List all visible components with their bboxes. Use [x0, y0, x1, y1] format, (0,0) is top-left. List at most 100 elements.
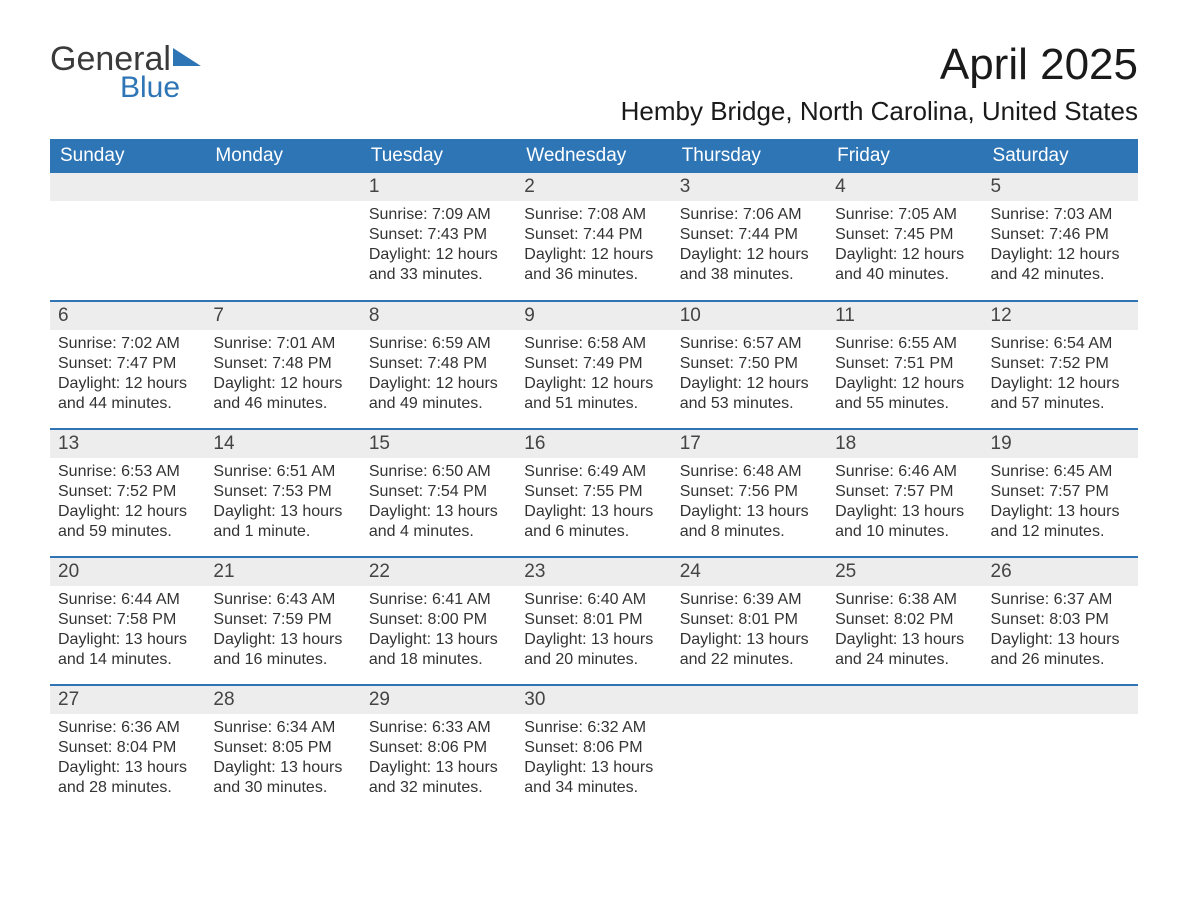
weekday-header: Tuesday: [361, 139, 516, 173]
day-number: 30: [516, 686, 671, 714]
daylight-text: Daylight: 13 hours: [991, 630, 1130, 650]
sunset-text: Sunset: 8:03 PM: [991, 610, 1130, 630]
sunrise-text: Sunrise: 6:43 AM: [213, 590, 352, 610]
day-details: Sunrise: 6:50 AMSunset: 7:54 PMDaylight:…: [361, 458, 516, 550]
day-number: 2: [516, 173, 671, 201]
calendar-week-row: 6Sunrise: 7:02 AMSunset: 7:47 PMDaylight…: [50, 301, 1138, 429]
sunrise-text: Sunrise: 6:37 AM: [991, 590, 1130, 610]
day-number-bar: [50, 173, 205, 201]
calendar-day-cell: 4Sunrise: 7:05 AMSunset: 7:45 PMDaylight…: [827, 173, 982, 301]
calendar-day-cell: 29Sunrise: 6:33 AMSunset: 8:06 PMDayligh…: [361, 685, 516, 813]
day-number: 10: [672, 302, 827, 330]
sunrise-text: Sunrise: 6:53 AM: [58, 462, 197, 482]
logo-text-blue: Blue: [120, 71, 201, 105]
sunset-text: Sunset: 7:56 PM: [680, 482, 819, 502]
calendar-week-row: 13Sunrise: 6:53 AMSunset: 7:52 PMDayligh…: [50, 429, 1138, 557]
sunrise-text: Sunrise: 7:09 AM: [369, 205, 508, 225]
daylight-text: Daylight: 12 hours: [835, 374, 974, 394]
sunset-text: Sunset: 7:52 PM: [991, 354, 1130, 374]
daylight-text: and 16 minutes.: [213, 650, 352, 670]
weekday-header: Friday: [827, 139, 982, 173]
daylight-text: and 33 minutes.: [369, 265, 508, 285]
calendar-day-cell: 12Sunrise: 6:54 AMSunset: 7:52 PMDayligh…: [983, 301, 1138, 429]
daylight-text: and 30 minutes.: [213, 778, 352, 798]
day-number: 8: [361, 302, 516, 330]
sunrise-text: Sunrise: 7:08 AM: [524, 205, 663, 225]
day-number: 9: [516, 302, 671, 330]
calendar-week-row: 1Sunrise: 7:09 AMSunset: 7:43 PMDaylight…: [50, 173, 1138, 301]
daylight-text: and 46 minutes.: [213, 394, 352, 414]
day-number: 14: [205, 430, 360, 458]
day-number-bar: [205, 173, 360, 201]
title-block: April 2025 Hemby Bridge, North Carolina,…: [621, 40, 1138, 127]
day-details: Sunrise: 6:49 AMSunset: 7:55 PMDaylight:…: [516, 458, 671, 550]
day-details: Sunrise: 6:46 AMSunset: 7:57 PMDaylight:…: [827, 458, 982, 550]
daylight-text: Daylight: 12 hours: [680, 245, 819, 265]
day-details: Sunrise: 6:37 AMSunset: 8:03 PMDaylight:…: [983, 586, 1138, 678]
sunrise-text: Sunrise: 6:44 AM: [58, 590, 197, 610]
sunrise-text: Sunrise: 7:01 AM: [213, 334, 352, 354]
sunset-text: Sunset: 7:48 PM: [213, 354, 352, 374]
calendar-day-cell: 1Sunrise: 7:09 AMSunset: 7:43 PMDaylight…: [361, 173, 516, 301]
sunset-text: Sunset: 7:57 PM: [835, 482, 974, 502]
sunrise-text: Sunrise: 6:57 AM: [680, 334, 819, 354]
daylight-text: and 59 minutes.: [58, 522, 197, 542]
calendar-day-cell: 16Sunrise: 6:49 AMSunset: 7:55 PMDayligh…: [516, 429, 671, 557]
sunset-text: Sunset: 7:51 PM: [835, 354, 974, 374]
sunrise-text: Sunrise: 7:02 AM: [58, 334, 197, 354]
month-title: April 2025: [621, 40, 1138, 90]
header: General Blue April 2025 Hemby Bridge, No…: [50, 40, 1138, 127]
day-number: 26: [983, 558, 1138, 586]
calendar-day-cell: 19Sunrise: 6:45 AMSunset: 7:57 PMDayligh…: [983, 429, 1138, 557]
sunset-text: Sunset: 8:02 PM: [835, 610, 974, 630]
calendar-day-cell: 14Sunrise: 6:51 AMSunset: 7:53 PMDayligh…: [205, 429, 360, 557]
sunset-text: Sunset: 7:45 PM: [835, 225, 974, 245]
daylight-text: Daylight: 13 hours: [680, 630, 819, 650]
day-details: Sunrise: 6:36 AMSunset: 8:04 PMDaylight:…: [50, 714, 205, 806]
sunrise-text: Sunrise: 6:41 AM: [369, 590, 508, 610]
day-details: Sunrise: 6:34 AMSunset: 8:05 PMDaylight:…: [205, 714, 360, 806]
daylight-text: and 55 minutes.: [835, 394, 974, 414]
daylight-text: and 40 minutes.: [835, 265, 974, 285]
calendar-day-cell: 9Sunrise: 6:58 AMSunset: 7:49 PMDaylight…: [516, 301, 671, 429]
day-details: Sunrise: 6:32 AMSunset: 8:06 PMDaylight:…: [516, 714, 671, 806]
day-details: Sunrise: 6:58 AMSunset: 7:49 PMDaylight:…: [516, 330, 671, 422]
day-number: 28: [205, 686, 360, 714]
day-details: Sunrise: 6:41 AMSunset: 8:00 PMDaylight:…: [361, 586, 516, 678]
sunset-text: Sunset: 7:46 PM: [991, 225, 1130, 245]
daylight-text: Daylight: 12 hours: [524, 245, 663, 265]
day-details: Sunrise: 6:33 AMSunset: 8:06 PMDaylight:…: [361, 714, 516, 806]
sunrise-text: Sunrise: 6:38 AM: [835, 590, 974, 610]
day-details: Sunrise: 7:06 AMSunset: 7:44 PMDaylight:…: [672, 201, 827, 293]
weekday-header: Wednesday: [516, 139, 671, 173]
sunset-text: Sunset: 8:06 PM: [524, 738, 663, 758]
day-number: 27: [50, 686, 205, 714]
calendar-day-cell: 24Sunrise: 6:39 AMSunset: 8:01 PMDayligh…: [672, 557, 827, 685]
day-number-bar: [672, 686, 827, 714]
calendar-day-cell: 2Sunrise: 7:08 AMSunset: 7:44 PMDaylight…: [516, 173, 671, 301]
sunset-text: Sunset: 7:44 PM: [680, 225, 819, 245]
calendar-day-cell: [827, 685, 982, 813]
daylight-text: and 10 minutes.: [835, 522, 974, 542]
daylight-text: Daylight: 13 hours: [58, 758, 197, 778]
weekday-header: Monday: [205, 139, 360, 173]
daylight-text: and 1 minute.: [213, 522, 352, 542]
daylight-text: and 14 minutes.: [58, 650, 197, 670]
daylight-text: Daylight: 13 hours: [524, 630, 663, 650]
daylight-text: Daylight: 13 hours: [369, 758, 508, 778]
daylight-text: Daylight: 13 hours: [58, 630, 197, 650]
daylight-text: and 38 minutes.: [680, 265, 819, 285]
daylight-text: and 24 minutes.: [835, 650, 974, 670]
day-number-bar: [983, 686, 1138, 714]
logo: General Blue: [50, 40, 201, 105]
day-number: 24: [672, 558, 827, 586]
sunset-text: Sunset: 7:48 PM: [369, 354, 508, 374]
daylight-text: Daylight: 13 hours: [524, 758, 663, 778]
day-details: Sunrise: 6:53 AMSunset: 7:52 PMDaylight:…: [50, 458, 205, 550]
calendar-day-cell: 26Sunrise: 6:37 AMSunset: 8:03 PMDayligh…: [983, 557, 1138, 685]
calendar-day-cell: 13Sunrise: 6:53 AMSunset: 7:52 PMDayligh…: [50, 429, 205, 557]
sunrise-text: Sunrise: 6:39 AM: [680, 590, 819, 610]
daylight-text: Daylight: 13 hours: [213, 630, 352, 650]
sunset-text: Sunset: 8:00 PM: [369, 610, 508, 630]
daylight-text: Daylight: 13 hours: [680, 502, 819, 522]
